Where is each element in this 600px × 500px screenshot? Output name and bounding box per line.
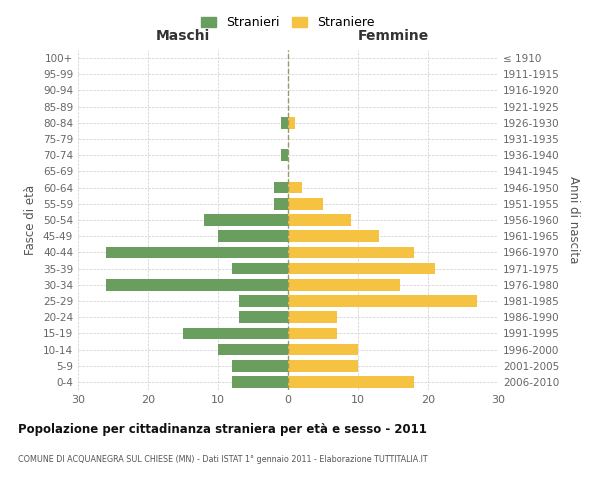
Bar	[288, 312, 337, 323]
Text: Popolazione per cittadinanza straniera per età e sesso - 2011: Popolazione per cittadinanza straniera p…	[18, 422, 427, 436]
Y-axis label: Anni di nascita: Anni di nascita	[566, 176, 580, 264]
Bar	[288, 328, 337, 339]
Bar	[218, 344, 288, 355]
Bar	[281, 150, 288, 161]
Bar	[274, 198, 288, 209]
Bar	[288, 360, 358, 372]
Bar	[288, 214, 351, 226]
Bar	[288, 117, 295, 128]
Bar	[288, 376, 414, 388]
Text: Femmine: Femmine	[358, 29, 428, 43]
Bar	[274, 182, 288, 194]
Bar	[106, 246, 288, 258]
Bar	[232, 360, 288, 372]
Bar	[281, 117, 288, 128]
Bar	[239, 295, 288, 307]
Bar	[288, 262, 435, 274]
Legend: Stranieri, Straniere: Stranieri, Straniere	[196, 11, 380, 34]
Bar	[239, 312, 288, 323]
Bar	[288, 198, 323, 209]
Bar	[288, 279, 400, 290]
Bar	[218, 230, 288, 242]
Text: COMUNE DI ACQUANEGRA SUL CHIESE (MN) - Dati ISTAT 1° gennaio 2011 - Elaborazione: COMUNE DI ACQUANEGRA SUL CHIESE (MN) - D…	[18, 455, 428, 464]
Y-axis label: Fasce di età: Fasce di età	[25, 185, 37, 255]
Bar	[183, 328, 288, 339]
Text: Maschi: Maschi	[156, 29, 210, 43]
Bar	[232, 376, 288, 388]
Bar	[288, 230, 379, 242]
Bar	[288, 295, 477, 307]
Bar	[232, 262, 288, 274]
Bar	[288, 182, 302, 194]
Bar	[204, 214, 288, 226]
Bar	[288, 344, 358, 355]
Bar	[288, 246, 414, 258]
Bar	[106, 279, 288, 290]
